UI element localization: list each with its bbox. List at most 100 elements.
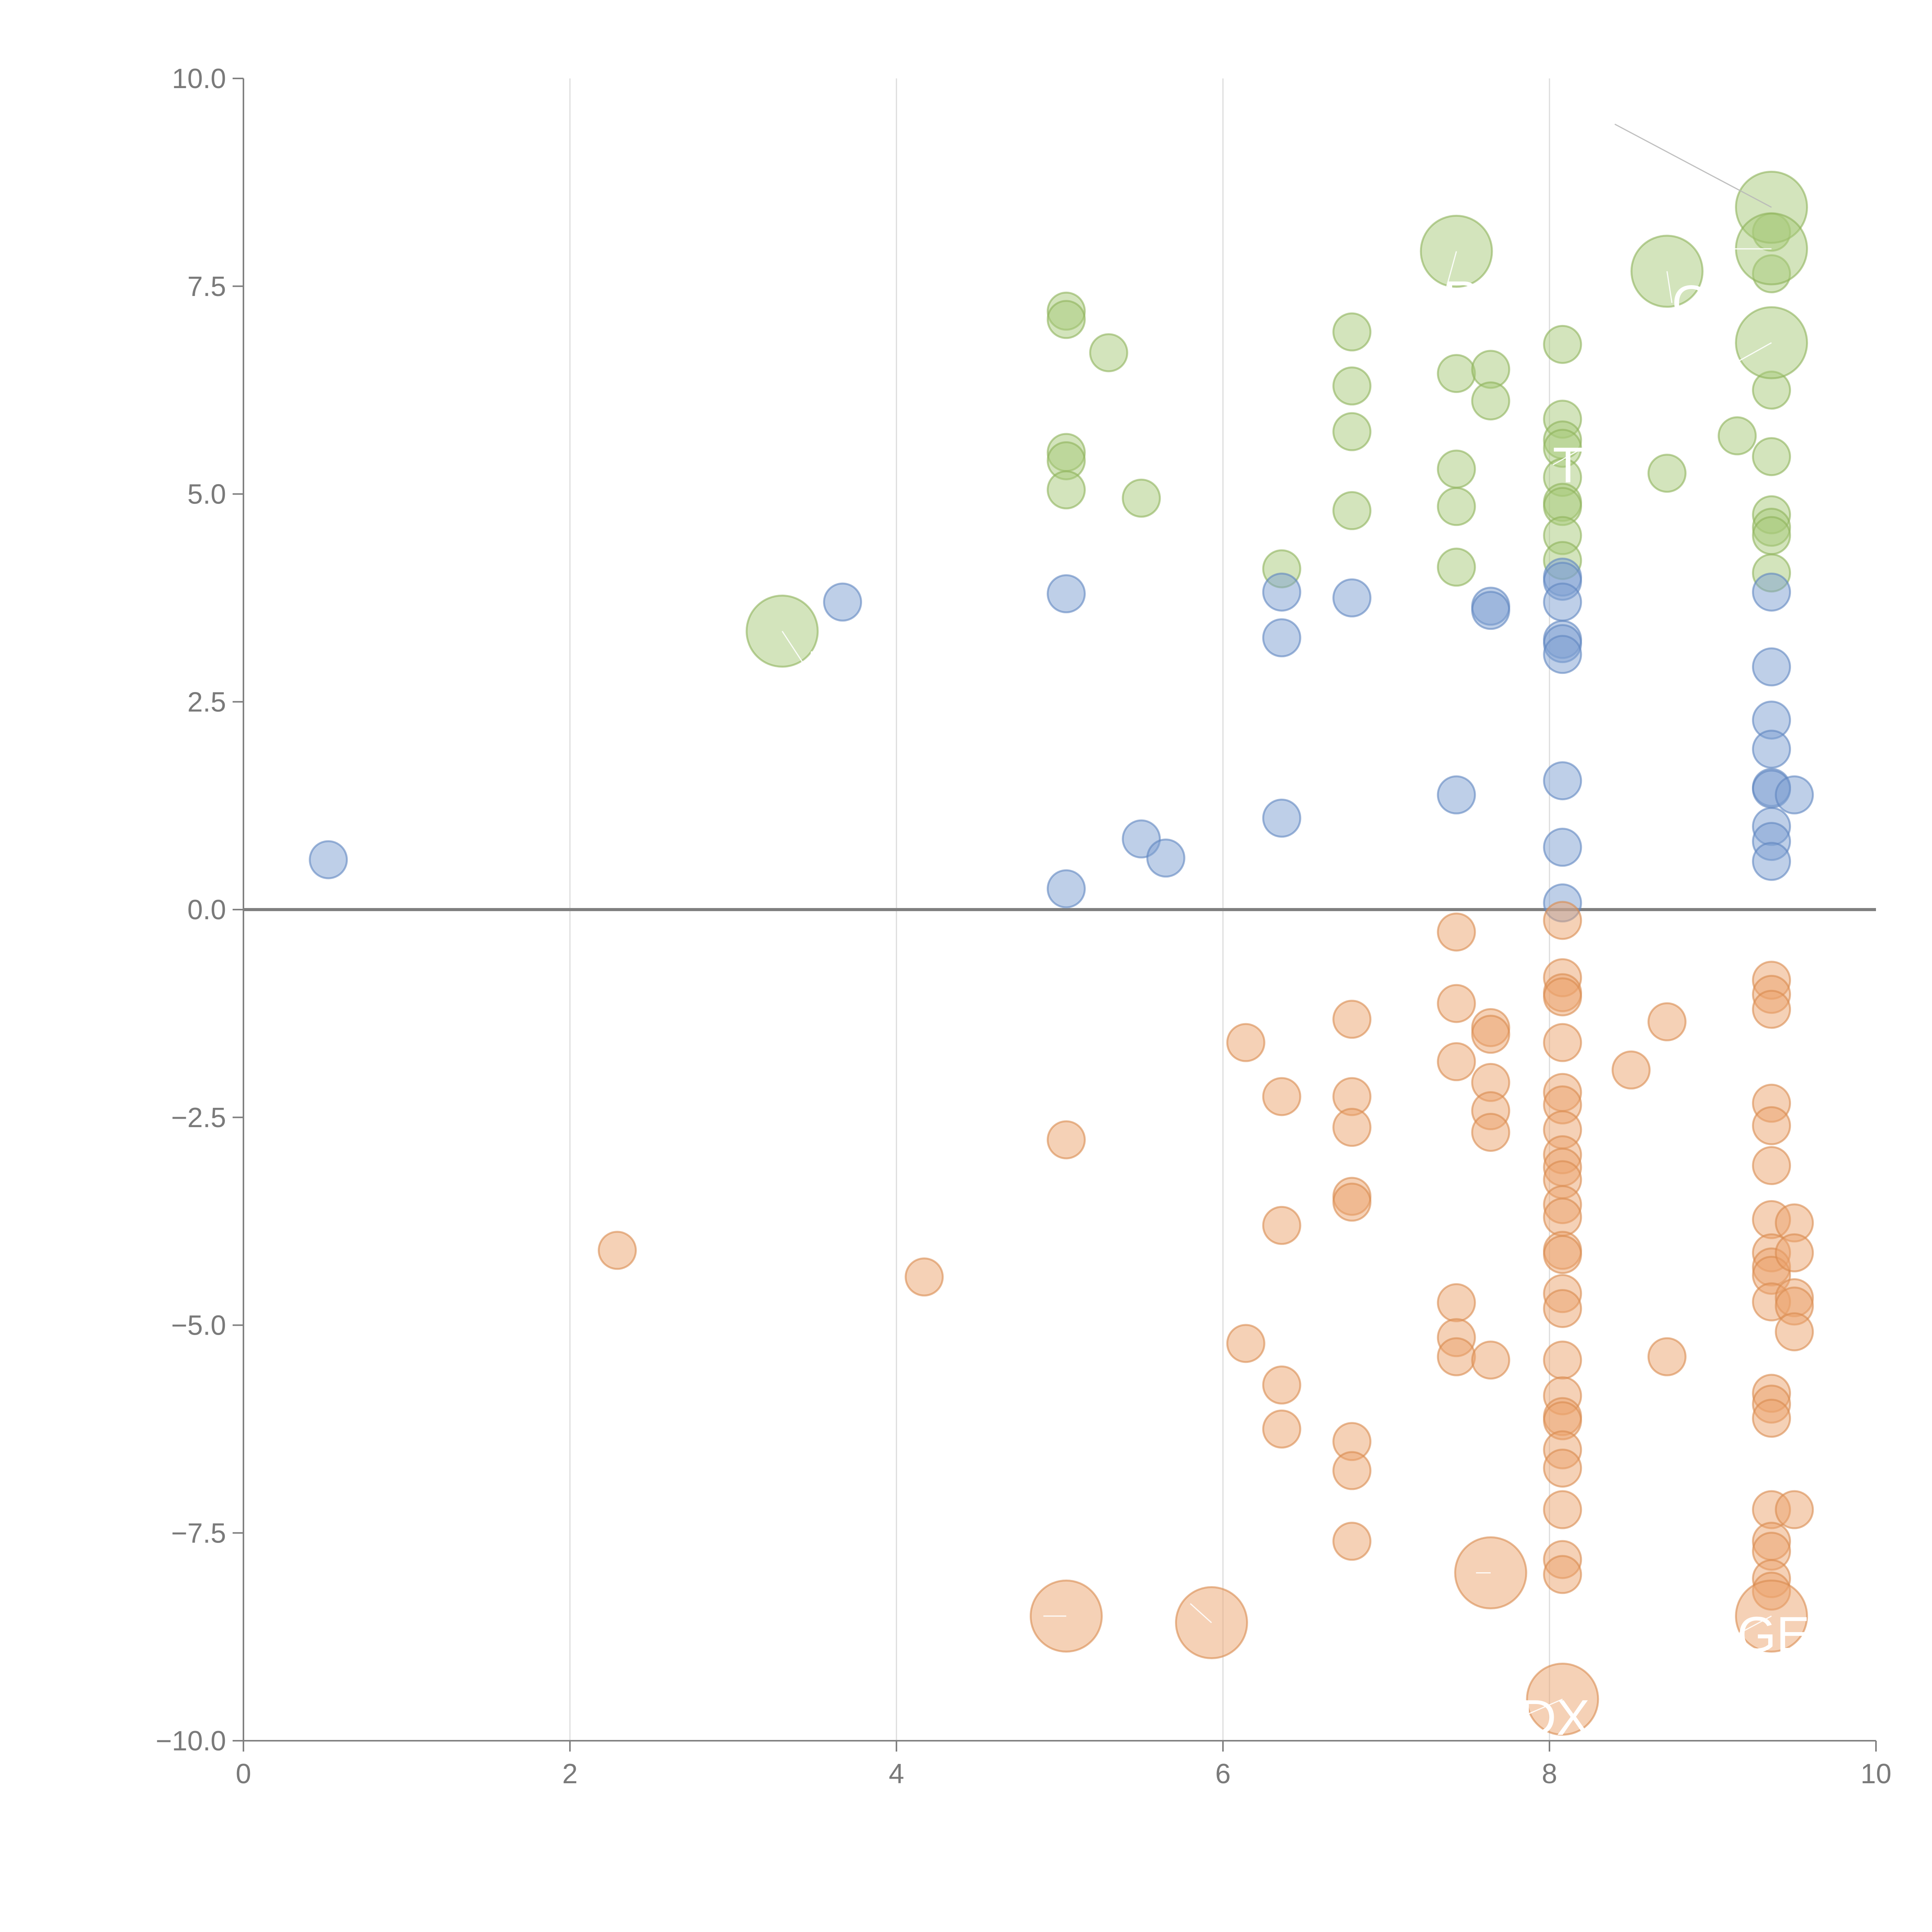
orange-bubble xyxy=(1437,984,1476,1023)
x-tick-label: 10 xyxy=(1861,1759,1891,1789)
blue-bubble xyxy=(1543,828,1582,867)
orange-bubble xyxy=(1437,912,1476,952)
orange-bubble xyxy=(1543,977,1582,1017)
orange-bubble xyxy=(1543,901,1582,940)
bubble-label: TM xyxy=(1553,437,1625,493)
y-tick-label: −7.5 xyxy=(171,1518,226,1549)
orange-bubble xyxy=(1471,1015,1510,1054)
x-tick-label: 6 xyxy=(1215,1759,1231,1789)
orange-bubble xyxy=(1543,1555,1582,1594)
orange-bubble xyxy=(1752,990,1791,1029)
orange-bubble xyxy=(1543,1235,1582,1274)
orange-bubble xyxy=(1332,1451,1372,1490)
blue-bubble xyxy=(1752,572,1791,612)
green-bubble xyxy=(1332,412,1372,451)
orange-bubble xyxy=(1471,1112,1510,1152)
green-bubble xyxy=(1332,366,1372,406)
label-leader-line xyxy=(1190,1603,1212,1623)
blue-bubble xyxy=(1752,730,1791,769)
x-tick-label: 4 xyxy=(889,1759,904,1789)
label-leader-line xyxy=(1442,251,1457,299)
blue-bubble xyxy=(823,582,862,622)
orange-bubble xyxy=(1471,1340,1510,1380)
blue-bubble xyxy=(1752,647,1791,687)
orange-bubble xyxy=(905,1257,944,1297)
orange-bubble xyxy=(1543,1023,1582,1062)
bubble-label: GE xyxy=(1737,1606,1810,1663)
y-tick-label: 7.5 xyxy=(187,271,226,302)
green-bubble xyxy=(1089,333,1128,372)
blue-bubble xyxy=(309,840,348,879)
orange-bubble xyxy=(1543,1340,1582,1380)
orange-bubble xyxy=(1543,1197,1582,1237)
bubble-label: L xyxy=(807,640,835,697)
y-axis-ticks: 10.0 7.5 5.0 2.5 0.0 −2.5 −5.0 −7.5 −10.0 xyxy=(156,63,243,1757)
orange-bubble xyxy=(1752,1146,1791,1185)
green-bubble xyxy=(1437,449,1476,489)
blue-bubble xyxy=(1262,572,1301,612)
bubble-label: RE xyxy=(1443,270,1513,327)
green-bubble xyxy=(1437,354,1476,393)
blue-bubble xyxy=(1752,842,1791,881)
orange-bubble xyxy=(1226,1324,1265,1363)
x-tick-label: 0 xyxy=(236,1759,251,1789)
y-tick-label: −5.0 xyxy=(171,1310,226,1341)
blue-bubble xyxy=(1146,838,1185,878)
bubble-label: DX xyxy=(1520,1689,1590,1746)
orange-bubble xyxy=(1543,1490,1582,1529)
blue-bubble xyxy=(1332,578,1372,617)
orange-bubble xyxy=(1262,1206,1301,1245)
green-bubble xyxy=(1718,416,1757,456)
label-leader-line xyxy=(1552,342,1772,466)
orange-bubble xyxy=(1775,1233,1814,1272)
x-tick-label: 8 xyxy=(1542,1759,1557,1789)
label-leader-line xyxy=(1666,271,1673,303)
blue-bubble xyxy=(1471,591,1510,630)
blue-bubble xyxy=(1262,618,1301,658)
orange-bubble xyxy=(1262,1077,1301,1116)
orange-bubble xyxy=(1226,1023,1265,1062)
y-tick-label: 2.5 xyxy=(187,687,226,718)
orange-bubble xyxy=(1262,1365,1301,1405)
blue-bubble xyxy=(1543,761,1582,801)
label-leader-lines xyxy=(781,123,1772,1718)
orange-bubble xyxy=(1332,1182,1372,1222)
blue-bubble xyxy=(1437,775,1476,815)
green-bubble xyxy=(1752,437,1791,476)
green-bubble xyxy=(1437,548,1476,587)
bubble-labels: L RE OL TM DX GE xyxy=(807,270,1810,1746)
green-bubble xyxy=(1647,454,1687,493)
green-bubble xyxy=(1471,381,1510,421)
y-tick-label: 0.0 xyxy=(187,895,226,925)
label-leader-line xyxy=(1614,123,1772,208)
blue-bubble xyxy=(1775,775,1814,815)
orange-bubble xyxy=(1775,1312,1814,1352)
orange-bubble xyxy=(1752,1106,1791,1145)
orange-bubble xyxy=(1543,1289,1582,1328)
green-bubble xyxy=(1752,516,1791,555)
orange-bubble xyxy=(1437,1337,1476,1376)
blue-bubble xyxy=(1543,582,1582,622)
green-bubble xyxy=(1046,300,1086,339)
orange-bubble xyxy=(1332,1108,1372,1147)
label-leader-line xyxy=(1520,1699,1563,1718)
orange-bubble xyxy=(1437,1042,1476,1082)
blue-bubble xyxy=(1046,869,1086,908)
orange-bubble xyxy=(1046,1120,1086,1160)
bubble-label: OL xyxy=(1672,275,1739,331)
orange-bubble xyxy=(598,1231,637,1270)
x-tick-label: 2 xyxy=(562,1759,578,1789)
green-bubble xyxy=(1332,491,1372,531)
x-axis-ticks: 0 2 4 6 8 10 xyxy=(236,1741,1891,1789)
orange-bubble xyxy=(1332,1522,1372,1561)
orange-bubble xyxy=(1332,1000,1372,1039)
orange-bubble xyxy=(1437,1283,1476,1322)
blue-bubble xyxy=(1543,635,1582,674)
y-tick-label: 5.0 xyxy=(187,479,226,510)
y-tick-label: 10.0 xyxy=(172,63,226,94)
green-bubble xyxy=(1543,325,1582,364)
green-bubble xyxy=(1437,487,1476,526)
blue-bubble xyxy=(1262,798,1301,838)
orange-bubble xyxy=(1262,1409,1301,1449)
